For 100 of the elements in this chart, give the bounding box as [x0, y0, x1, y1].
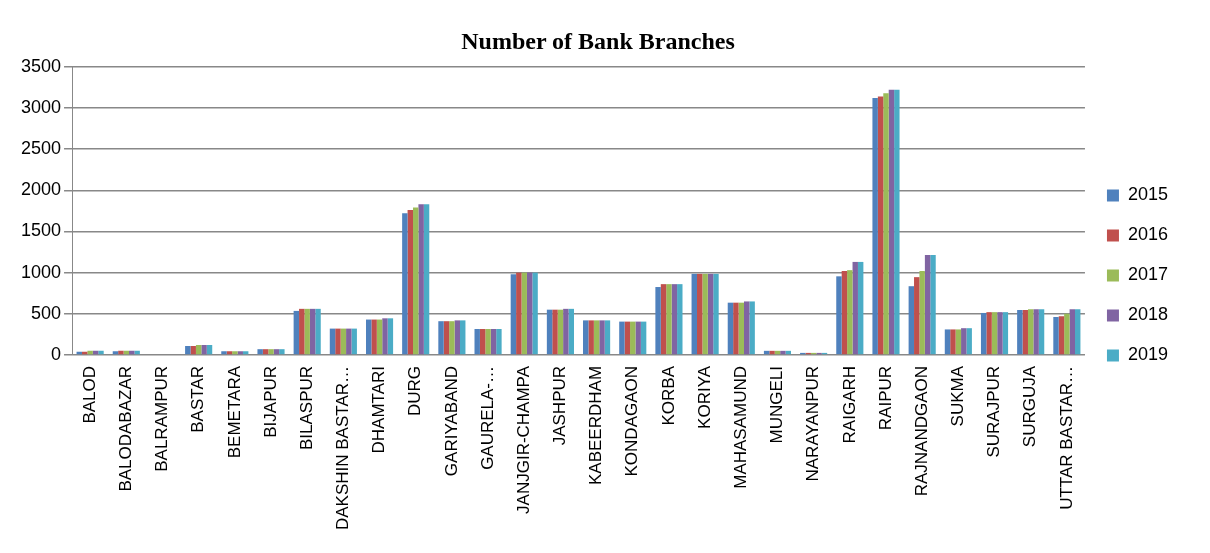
- bar: [630, 321, 636, 355]
- bar: [304, 308, 310, 355]
- bar: [986, 312, 992, 355]
- x-tick-label: KORBA: [658, 365, 678, 426]
- x-tick-label: JASHPUR: [550, 365, 570, 446]
- y-tick-label: 1500: [21, 220, 62, 241]
- bar: [382, 318, 388, 355]
- bar: [329, 328, 336, 355]
- bar: [201, 345, 207, 355]
- x-tick-label: KABEERDHAM: [586, 365, 606, 485]
- bar: [268, 349, 274, 355]
- bar: [335, 328, 341, 355]
- bar: [185, 345, 191, 355]
- bar: [588, 320, 594, 355]
- bar: [677, 284, 683, 355]
- x-tick-label: RAIGARH: [839, 365, 859, 444]
- bar: [593, 320, 600, 355]
- bar: [490, 329, 497, 355]
- legend-label: 2019: [1127, 344, 1168, 365]
- bar: [460, 320, 466, 355]
- bar: [118, 350, 124, 355]
- bar: [454, 320, 461, 355]
- bar: [237, 351, 243, 355]
- bar: [908, 286, 915, 355]
- x-tick-label: DURG: [405, 365, 425, 417]
- bar: [640, 321, 647, 355]
- bar: [930, 254, 936, 355]
- bar: [888, 89, 895, 355]
- legend-label: 2017: [1127, 264, 1168, 285]
- x-tick-label: MUNGELI: [767, 365, 787, 444]
- bar: [696, 273, 703, 355]
- bar: [557, 309, 564, 355]
- bar: [883, 93, 889, 355]
- bar: [309, 308, 316, 355]
- legend-label: 2018: [1127, 304, 1168, 325]
- bar: [438, 321, 444, 355]
- bar: [552, 309, 558, 355]
- x-tick-label: RAIPUR: [875, 365, 895, 431]
- bar: [242, 351, 249, 355]
- bar: [604, 320, 611, 355]
- bar: [413, 207, 419, 355]
- bar: [568, 308, 574, 355]
- bar: [407, 210, 413, 355]
- x-tick-label: BALODABAZAR: [115, 365, 135, 492]
- bar: [997, 312, 1003, 355]
- bar: [1038, 309, 1045, 355]
- bar: [98, 350, 104, 355]
- bar: [852, 261, 858, 355]
- bar: [950, 329, 956, 355]
- bar: [847, 270, 853, 355]
- bar: [1075, 309, 1081, 355]
- bar: [961, 328, 967, 355]
- bar: [532, 272, 538, 355]
- bar: [206, 345, 213, 355]
- bar: [872, 98, 878, 355]
- legend-label: 2016: [1127, 224, 1168, 245]
- bar: [1002, 312, 1009, 355]
- chart-title: Number of Bank Branches: [461, 27, 735, 54]
- x-tick-label: JANJGIR-CHAMPA: [513, 365, 533, 514]
- bar: [526, 272, 533, 355]
- bar: [894, 89, 900, 355]
- bar: [351, 328, 357, 355]
- bar: [546, 309, 553, 355]
- x-tick-label: RAJNANDGAON: [911, 365, 931, 497]
- x-tick-label: SURAJPUR: [984, 365, 1004, 458]
- bar: [713, 273, 719, 355]
- x-tick-label: SURGUJA: [1020, 365, 1040, 448]
- bar: [780, 350, 786, 355]
- bar: [660, 284, 667, 355]
- bar: [1033, 309, 1039, 355]
- bar: [1064, 313, 1070, 355]
- x-tick-label: BALOD: [79, 365, 99, 424]
- bar: [516, 272, 522, 355]
- y-tick-label: 2000: [21, 179, 62, 200]
- bar: [655, 287, 661, 355]
- bar: [991, 312, 998, 355]
- y-tick-label: 0: [51, 343, 62, 364]
- bar: [279, 349, 285, 355]
- bar: [479, 329, 486, 355]
- bar: [738, 302, 744, 355]
- bar: [1017, 310, 1023, 355]
- x-tick-label: GARIYABAND: [441, 365, 461, 477]
- bar: [1027, 309, 1034, 355]
- bar: [707, 273, 714, 355]
- x-tick-label: UTTAR BASTAR…: [1056, 365, 1076, 510]
- legend-label: 2015: [1127, 184, 1168, 205]
- bar: [624, 321, 631, 355]
- bar: [262, 349, 269, 355]
- bar: [449, 321, 455, 355]
- y-tick-label: 2500: [21, 138, 62, 159]
- bar: [599, 320, 605, 355]
- bar: [346, 328, 352, 355]
- bar: [371, 319, 377, 355]
- bar: [635, 321, 641, 355]
- bar: [744, 301, 750, 355]
- bar: [387, 318, 394, 355]
- x-tick-label: MAHASAMUND: [730, 365, 750, 489]
- bar: [980, 312, 987, 355]
- bar: [966, 328, 972, 355]
- bar: [443, 321, 450, 355]
